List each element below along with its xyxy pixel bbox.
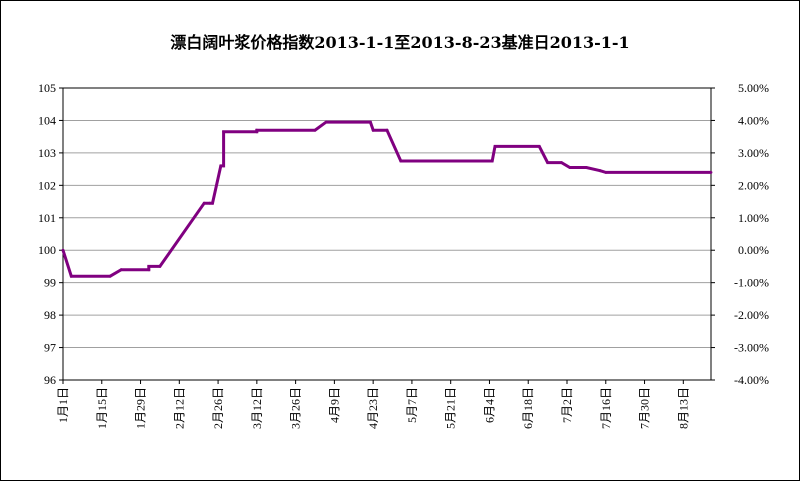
data-point — [222, 164, 226, 168]
x-tick-label: 4月9日 — [327, 387, 341, 423]
x-tick-label: 3月26日 — [289, 387, 303, 429]
data-point — [604, 171, 608, 174]
y2-tick-label: 5.00% — [738, 81, 769, 95]
data-point — [202, 201, 206, 205]
y-axis-right: -4.00% -3.00% -2.00% -1.00% 0.00% 1.00% 2.00% 3… — [711, 81, 769, 387]
y2-tick-label: -4.00% — [734, 373, 769, 387]
data-point — [598, 169, 602, 173]
x-tick-label: 5月21日 — [444, 387, 458, 429]
data-point — [560, 161, 563, 165]
x-tick-label: 2月12日 — [172, 387, 186, 429]
data-point — [490, 159, 494, 163]
y2-tick-label: 4.00% — [738, 113, 769, 127]
data-point — [313, 128, 317, 132]
data-point — [208, 201, 212, 205]
y-axis-left: 96 97 98 99 100 101 102 103 104 105 — [38, 81, 63, 387]
y2-tick-label: -1.00% — [734, 276, 769, 290]
x-tick-label: 7月16日 — [599, 387, 613, 429]
x-tick-label: 4月23日 — [366, 387, 380, 429]
x-tick-label: 1月15日 — [95, 387, 109, 429]
data-point — [147, 265, 151, 268]
x-tick-label: 1月1日 — [56, 387, 70, 423]
y-tick-label: 96 — [44, 373, 56, 387]
y2-tick-label: -2.00% — [734, 308, 769, 322]
data-point — [493, 145, 497, 148]
y-tick-label: 104 — [38, 113, 56, 127]
data-point — [147, 268, 151, 272]
x-tick-label: 6月4日 — [482, 387, 496, 423]
series-group — [61, 120, 713, 278]
y-tick-label: 97 — [44, 341, 56, 355]
data-point — [222, 130, 226, 134]
x-tick-label: 1月29日 — [134, 387, 148, 429]
data-point — [371, 128, 375, 132]
data-point — [69, 274, 73, 278]
data-point — [61, 248, 65, 252]
y-tick-label: 98 — [44, 308, 56, 322]
data-point — [546, 161, 549, 165]
x-tick-label: 2月26日 — [211, 387, 225, 429]
y2-tick-label: 3.00% — [738, 146, 769, 160]
data-point — [585, 166, 588, 169]
y-tick-label: 103 — [38, 146, 56, 160]
data-point — [568, 166, 572, 169]
data-point — [709, 171, 713, 174]
x-tick-label: 3月12日 — [250, 387, 264, 429]
y-tick-label: 100 — [38, 243, 56, 257]
chart-title: 漂白阔叶浆价格指数2013-1-1至2013-8-23基准日2013-1-1 — [170, 33, 629, 52]
x-tick-label: 8月13日 — [676, 387, 690, 429]
y-tick-label: 102 — [38, 178, 56, 192]
data-point — [537, 145, 541, 148]
x-tick-label: 7月2日 — [560, 387, 574, 423]
data-point — [385, 128, 389, 132]
y2-tick-label: 0.00% — [738, 243, 769, 257]
data-point — [219, 164, 223, 168]
x-tick-label: 7月30日 — [638, 387, 652, 429]
y-tick-label: 99 — [44, 276, 56, 290]
y2-tick-label: 1.00% — [738, 211, 769, 225]
data-point — [158, 265, 162, 268]
x-tick-label: 6月18日 — [521, 387, 535, 429]
y-tick-label: 105 — [38, 81, 56, 95]
plot-area — [63, 88, 711, 380]
data-point — [255, 128, 259, 132]
y-tick-label: 101 — [38, 211, 56, 225]
y2-tick-label: -3.00% — [734, 341, 769, 355]
data-point — [369, 120, 372, 124]
x-tick-label: 5月7日 — [405, 387, 419, 423]
data-point — [324, 120, 328, 124]
data-point — [399, 159, 403, 163]
x-axis: 1月1日 1月15日 1月29日 2月12日 2月26日 3月12日 3月26日 4月9日 4月… — [56, 380, 690, 429]
data-point — [119, 268, 123, 272]
data-point — [211, 201, 214, 205]
y2-tick-label: 2.00% — [738, 178, 769, 192]
gridlines — [63, 119, 711, 349]
plot-border — [62, 87, 712, 381]
data-point — [108, 274, 112, 278]
